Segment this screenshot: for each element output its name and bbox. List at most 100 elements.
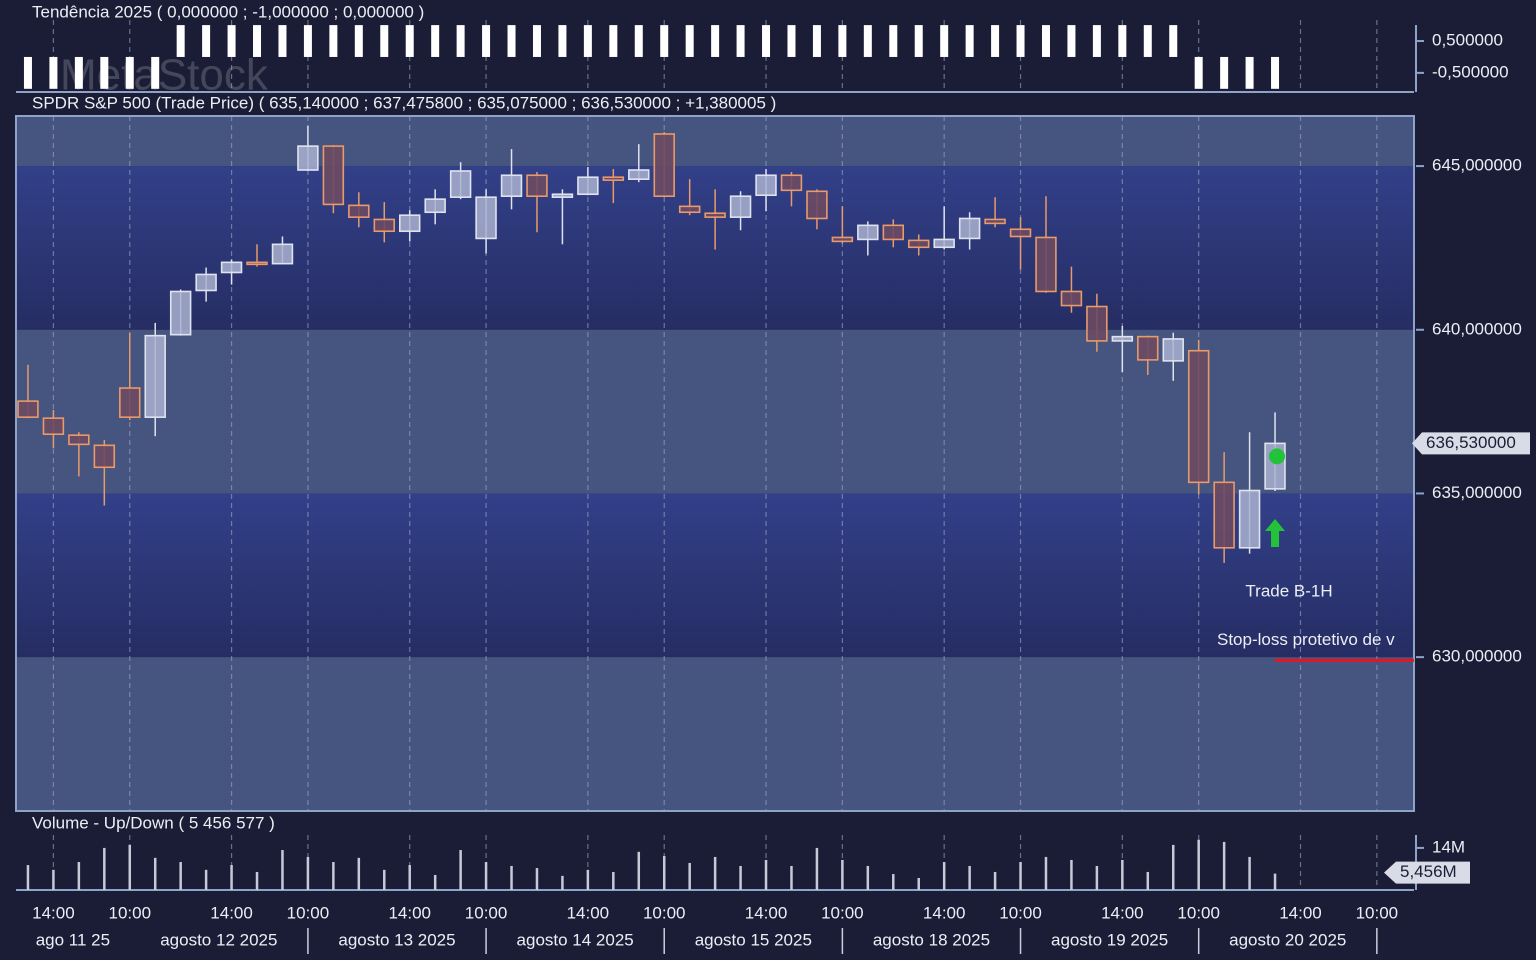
candle-body [246,261,268,266]
trend-bar [863,25,872,57]
date-label: agosto 13 2025 [338,930,455,949]
volume-bar [535,868,539,890]
trend-bar [482,25,491,57]
signal-dot [1269,448,1286,465]
volume-bar [866,865,870,890]
candle-body [68,434,90,446]
date-label: ago 11 25 [36,930,110,949]
volume-bar [968,865,971,890]
candle-body [271,243,294,265]
x-tick-label: 10:00 [1356,903,1399,922]
trend-bar [176,25,185,57]
candle-body [526,174,548,198]
candle-body [322,145,345,206]
signal-label: Trade B-1H [1245,581,1332,600]
volume-bar [255,871,259,890]
candle-body [831,236,854,243]
signal-arrow [1265,518,1286,547]
volume-bar [433,874,437,890]
candle-body [119,387,141,418]
trend-bar [49,56,58,89]
trend-bar [838,25,847,57]
trend-bar [965,25,974,57]
trend-bar [1271,56,1280,89]
trend-bar [1194,56,1203,89]
candle-body [1187,349,1210,484]
trend-bar [660,25,669,57]
candle-body [1137,335,1159,361]
trend-bar [991,25,1000,57]
panel-border [15,115,1415,812]
trend-bar [354,25,363,57]
candle-body [398,214,421,233]
y-tick-label: 635,000000 [1432,483,1522,502]
candle-body [780,174,803,192]
candle-body [755,174,777,197]
candle-body [857,224,879,241]
trend-bar [1067,25,1076,57]
price-tag [1412,432,1530,455]
candle-body [806,190,828,220]
volume-bar [1248,856,1251,890]
volume-bar [484,862,488,890]
volume-bar [77,862,81,890]
trend-bar [685,25,694,57]
y-tick-label: -0,500000 [1432,62,1509,81]
volume-bar [1044,856,1048,890]
volume-tag-label: 5,456M [1400,862,1457,881]
candle-body [348,204,370,218]
candle-body [577,176,599,196]
trend-bar [558,25,567,57]
trend-bar [1092,25,1101,57]
candle-body [500,174,523,198]
price-band [16,657,1414,811]
candle-body [42,417,65,436]
price-title: SPDR S&P 500 (Trade Price) ( 635,140000 … [32,93,776,112]
volume-bar [153,857,157,890]
candle-body [1111,335,1134,342]
trend-bar [303,25,312,57]
date-label: agosto 15 2025 [695,930,812,949]
y-tick-label: 645,000000 [1432,156,1522,175]
volume-bar [688,862,691,890]
trend-bar [914,25,923,57]
candle-body [424,198,446,214]
volume-bar [993,871,997,890]
candle-body [1009,228,1032,238]
volume-bar [179,862,182,890]
volume-bar [713,856,717,890]
trend-bar [609,25,618,57]
volume-bar [52,869,55,890]
candle-body [908,239,930,249]
x-tick-label: 14:00 [32,903,75,922]
volume-bar [662,856,666,890]
candle-body [297,145,319,171]
trend-bar [1245,56,1254,89]
volume-bar [764,859,768,890]
candle-body [882,224,905,241]
indicator-title: Tendência 2025 ( 0,000000 ; -1,000000 ; … [32,2,424,21]
candle-body [551,193,574,198]
trend-bar [532,25,541,57]
volume-bar [1273,873,1277,890]
candle-body [1035,236,1057,293]
price-tag-label: 636,530000 [1426,433,1516,452]
price-band [16,116,1414,167]
date-label: agosto 20 2025 [1229,930,1346,949]
x-tick-label: 14:00 [745,903,788,922]
volume-bar [1171,844,1175,890]
volume-bar [612,871,615,890]
volume-bar [408,865,411,890]
y-tick-label: 630,000000 [1432,647,1522,666]
volume-bar [204,869,208,890]
candle-body [93,444,116,469]
x-tick-label: 10:00 [999,903,1042,922]
volume-bar [332,862,335,890]
candle-body [958,217,981,240]
trend-bar [634,25,643,57]
date-label: agosto 14 2025 [517,930,634,949]
trend-bar [1169,25,1178,57]
volume-bar [917,877,920,890]
trend-bar [100,56,109,89]
